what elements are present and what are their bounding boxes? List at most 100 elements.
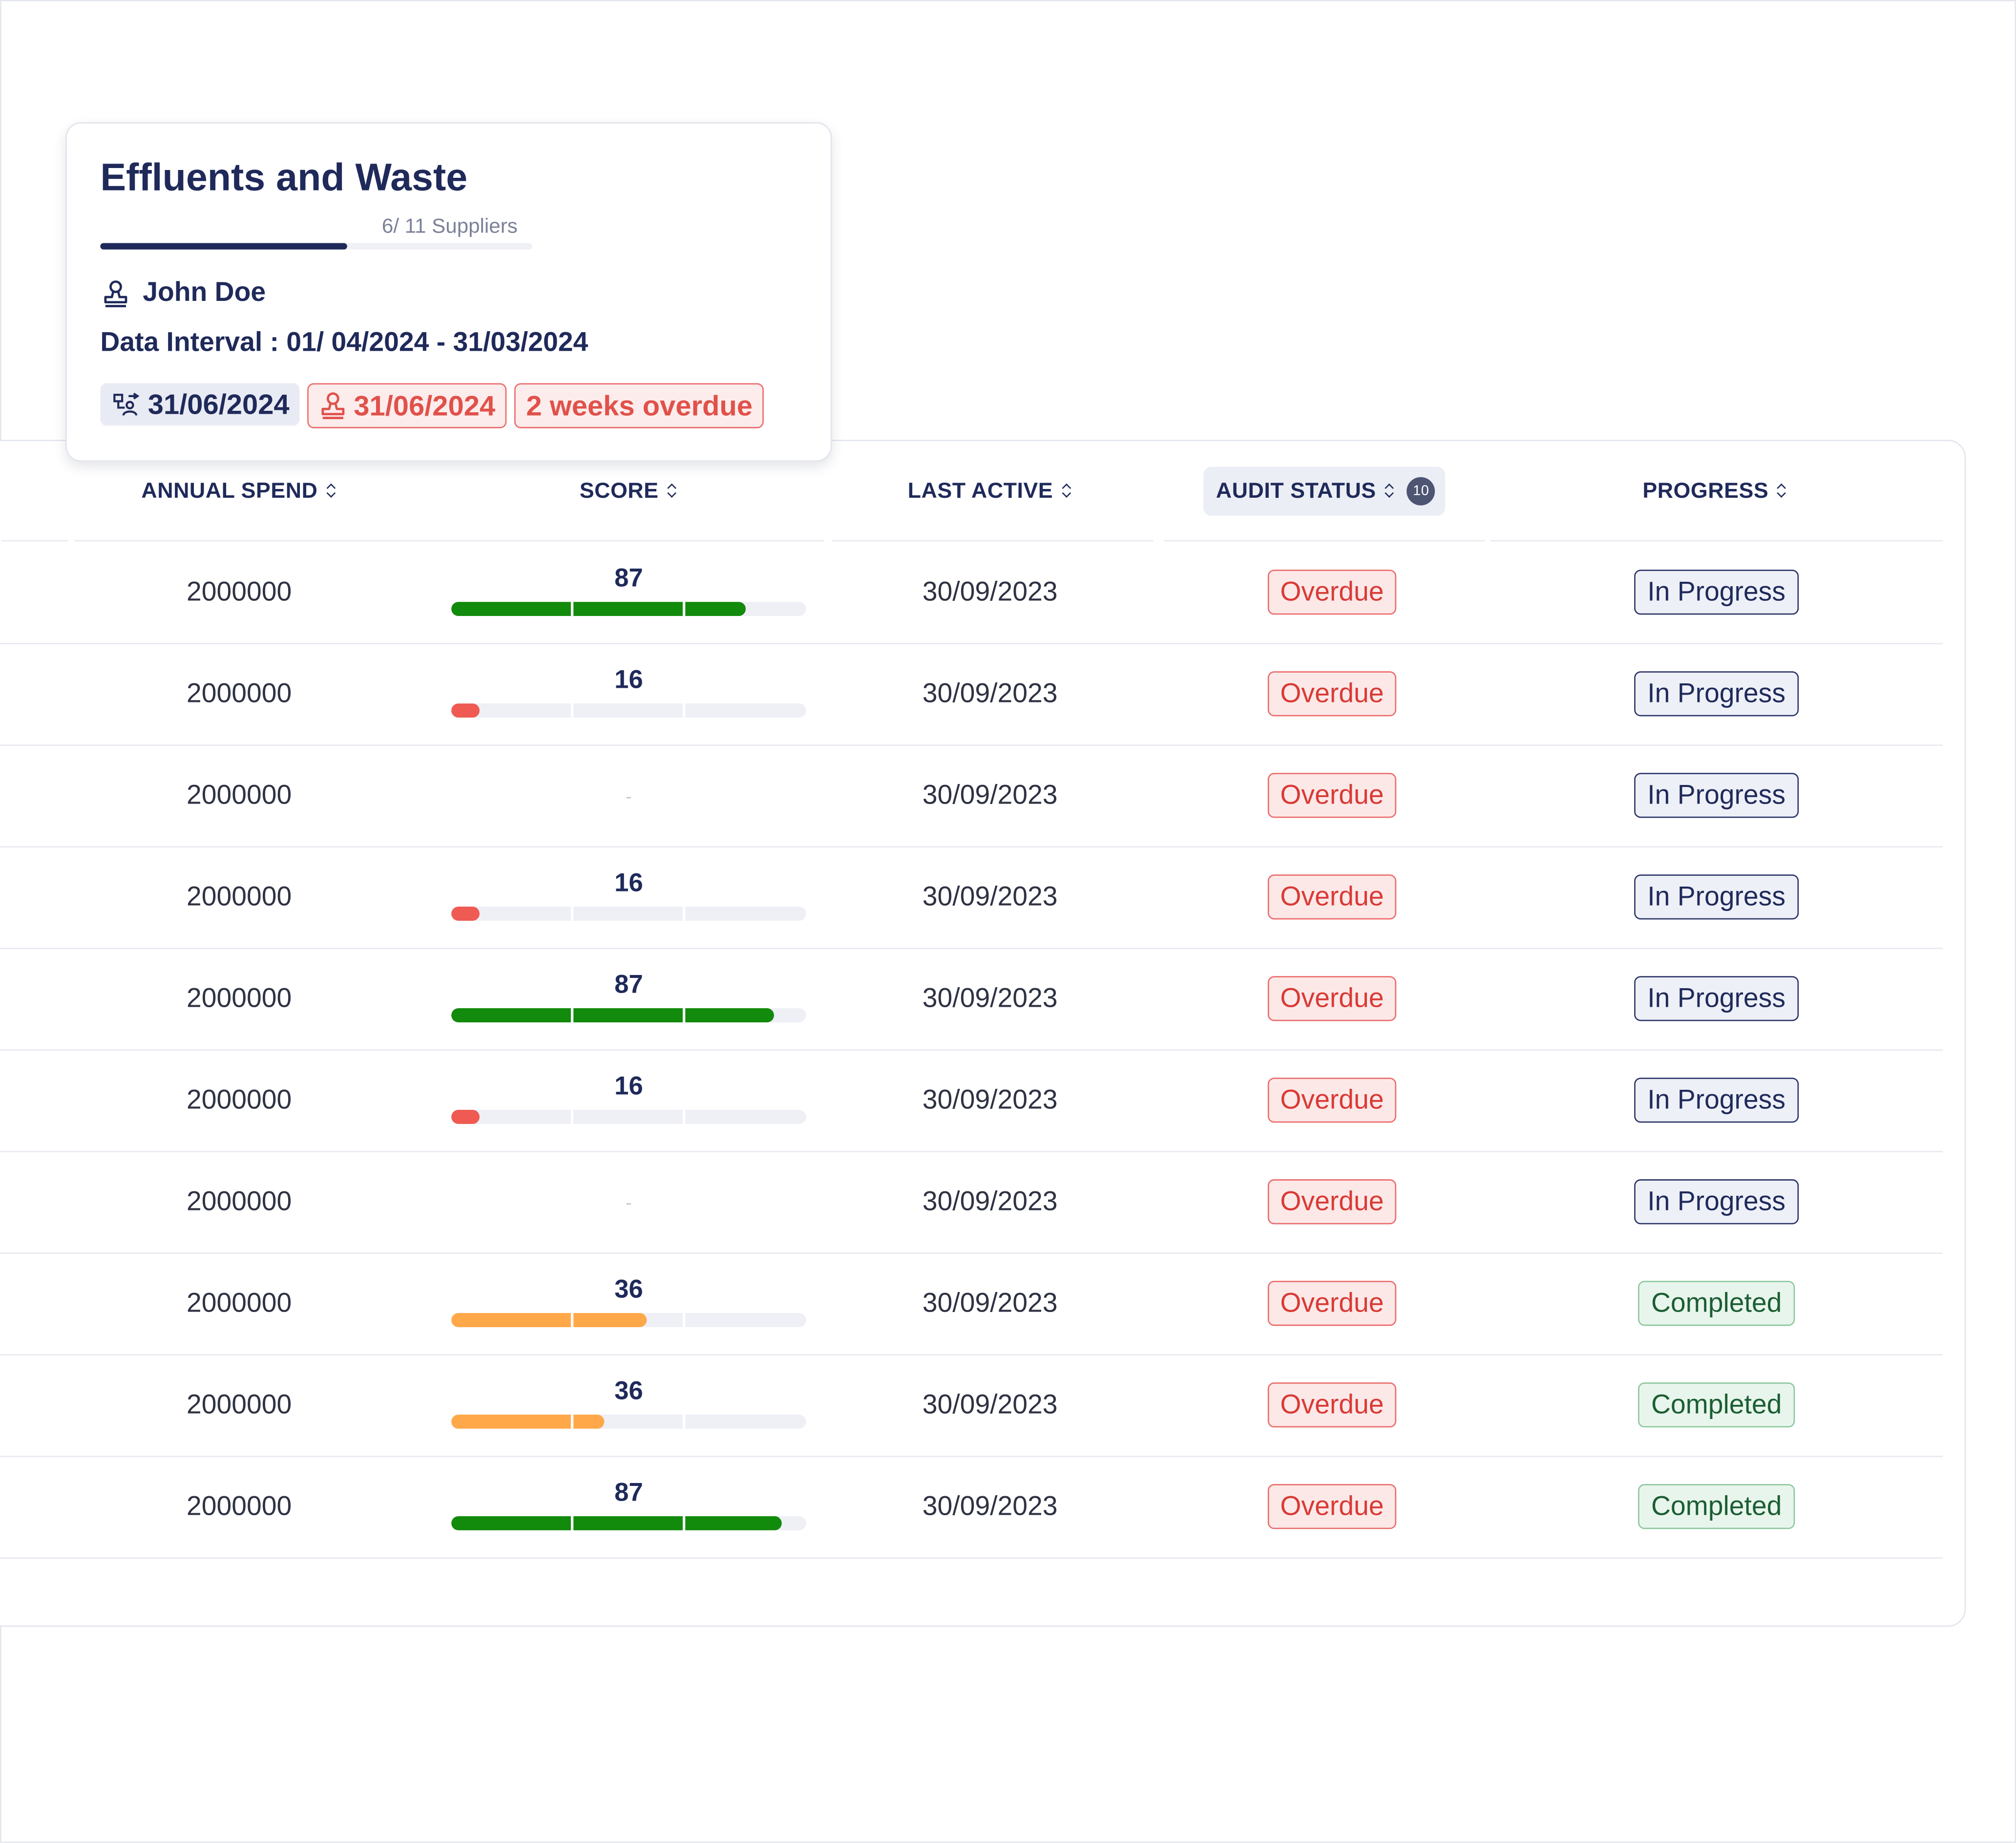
score-value: 16 <box>614 869 643 897</box>
score-bar-fill <box>451 1007 775 1022</box>
score-value: 16 <box>614 1072 643 1101</box>
score-bar-divider <box>682 1515 686 1530</box>
annual-spend: 2000000 <box>187 1084 292 1115</box>
audit-status-cell: Overdue <box>1164 948 1501 1049</box>
score-value: 36 <box>614 1377 643 1405</box>
audit-date-chip: 31/06/2024 <box>307 383 507 428</box>
column-header-annual-spend[interactable]: ANNUAL SPEND <box>72 441 406 541</box>
sort-icon[interactable] <box>1062 484 1072 499</box>
score-value: 87 <box>614 564 643 593</box>
audit-status-cell: Overdue <box>1164 1354 1501 1456</box>
last-active-cell: 30/09/2023 <box>829 1456 1151 1557</box>
score-bar <box>451 906 806 920</box>
progress-cell: In Progress <box>1490 643 1943 744</box>
score-cell: 87 <box>451 948 806 1049</box>
last-active: 30/09/2023 <box>922 1491 1058 1521</box>
progress-cell: In Progress <box>1490 541 1943 643</box>
last-active-cell: 30/09/2023 <box>829 643 1151 744</box>
progress-cell: In Progress <box>1490 948 1943 1049</box>
annual-spend: 2000000 <box>187 780 292 810</box>
score-bar-divider <box>570 1515 574 1530</box>
audit-status-badge: Overdue <box>1267 1281 1397 1326</box>
sort-icon[interactable] <box>1385 484 1395 499</box>
progress-badge: In Progress <box>1634 1179 1799 1225</box>
score-bar-fill <box>451 1109 480 1123</box>
score-bar-divider <box>682 1414 686 1428</box>
score-cell: 87 <box>451 1456 806 1557</box>
sort-icon[interactable] <box>1778 484 1788 499</box>
card-title: Effluents and Waste <box>100 157 468 200</box>
progress-cell: Completed <box>1490 1456 1943 1557</box>
column-header-audit-status[interactable]: AUDIT STATUS 10 <box>1164 441 1485 541</box>
due-date: 31/06/2024 <box>147 387 290 420</box>
header-divider <box>1 540 68 542</box>
score-bar-divider <box>682 702 686 717</box>
audit-status-filter-pill[interactable]: AUDIT STATUS 10 <box>1203 466 1446 516</box>
score-bar <box>451 1414 806 1428</box>
last-active: 30/09/2023 <box>922 983 1058 1013</box>
column-header-score[interactable]: SCORE <box>451 441 806 541</box>
last-active: 30/09/2023 <box>922 678 1058 708</box>
score-cell: 16 <box>451 643 806 744</box>
progress-cell: In Progress <box>1490 1151 1943 1252</box>
score-bar <box>451 1312 806 1327</box>
table-row[interactable]: 2000000 16 30/09/2023 Overdue In Progress <box>0 643 1943 746</box>
annual-spend-cell: 2000000 <box>72 1252 406 1354</box>
score-bar <box>451 601 806 615</box>
owner: John Doe <box>100 278 266 309</box>
audit-status-cell: Overdue <box>1164 744 1501 846</box>
annual-spend-cell: 2000000 <box>72 948 406 1049</box>
last-active-cell: 30/09/2023 <box>829 744 1151 846</box>
score-bar <box>451 1007 806 1022</box>
last-active: 30/09/2023 <box>922 1186 1058 1216</box>
annual-spend-cell: 2000000 <box>72 744 406 846</box>
last-active-cell: 30/09/2023 <box>829 1151 1151 1252</box>
audit-status-badge: Overdue <box>1267 773 1397 818</box>
last-active-cell: 30/09/2023 <box>829 541 1151 643</box>
score-bar-fill <box>451 702 480 717</box>
score-bar <box>451 702 806 717</box>
overdue-label: 2 weeks overdue <box>526 389 753 422</box>
table-row[interactable]: 2000000 87 30/09/2023 Overdue In Progress <box>0 948 1943 1051</box>
score-empty: - <box>626 785 632 806</box>
stamp-user-icon <box>104 280 127 307</box>
score-bar-divider <box>570 601 574 615</box>
last-active: 30/09/2023 <box>922 576 1058 607</box>
category-card[interactable]: Effluents and Waste 6/ 11 Suppliers John… <box>65 122 832 462</box>
count-badge: 10 <box>1407 477 1435 506</box>
column-label: PROGRESS <box>1642 478 1769 503</box>
audit-status-cell: Overdue <box>1164 1151 1501 1252</box>
score-value: 36 <box>614 1275 643 1304</box>
score-value: 16 <box>614 665 643 694</box>
table-row[interactable]: 2000000 16 30/09/2023 Overdue In Progress <box>0 846 1943 949</box>
card-chips: 31/06/2024 31/06/2024 2 weeks overdue <box>100 383 772 428</box>
score-bar-fill <box>451 601 746 615</box>
score-bar-divider <box>570 906 574 920</box>
column-header-last-active[interactable]: LAST ACTIVE <box>829 441 1151 541</box>
table-row[interactable]: 2000000 87 30/09/2023 Overdue In Progress <box>0 541 1943 644</box>
progress-cell: In Progress <box>1490 846 1943 948</box>
progress-badge: In Progress <box>1634 874 1799 920</box>
sort-icon[interactable] <box>668 484 678 499</box>
progress-badge: Completed <box>1638 1484 1795 1529</box>
sort-icon[interactable] <box>327 484 337 499</box>
column-header-progress[interactable]: PROGRESS <box>1490 441 1940 541</box>
annual-spend: 2000000 <box>187 881 292 911</box>
annual-spend-cell: 2000000 <box>72 541 406 643</box>
last-active: 30/09/2023 <box>922 780 1058 810</box>
annual-spend: 2000000 <box>187 678 292 708</box>
audit-date: 31/06/2024 <box>354 389 496 422</box>
audit-status-cell: Overdue <box>1164 1456 1501 1557</box>
progress-badge: Completed <box>1638 1281 1795 1326</box>
score-cell: 87 <box>451 541 806 643</box>
table-row[interactable]: 2000000 36 30/09/2023 Overdue Completed <box>0 1354 1943 1457</box>
table-row[interactable]: 2000000 16 30/09/2023 Overdue In Progress <box>0 1049 1943 1152</box>
table-row[interactable]: 2000000 87 30/09/2023 Overdue Completed <box>0 1456 1943 1559</box>
annual-spend-cell: 2000000 <box>72 1456 406 1557</box>
table-row[interactable]: 2000000 36 30/09/2023 Overdue Completed <box>0 1252 1943 1356</box>
score-bar-fill <box>451 1515 781 1530</box>
suppliers-count: 6/ 11 Suppliers <box>381 216 518 238</box>
table-row[interactable]: 2000000 - 30/09/2023 Overdue In Progress <box>0 1151 1943 1254</box>
audit-status-cell: Overdue <box>1164 846 1501 948</box>
table-row[interactable]: 2000000 - 30/09/2023 Overdue In Progress <box>0 744 1943 847</box>
